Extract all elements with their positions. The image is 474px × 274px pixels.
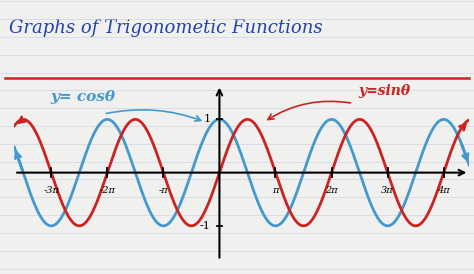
Text: y= cosθ: y= cosθ — [50, 90, 115, 104]
Text: π: π — [272, 186, 279, 195]
Text: 3π: 3π — [381, 186, 394, 195]
Text: Graphs of Trigonometic Functions: Graphs of Trigonometic Functions — [9, 19, 323, 37]
Text: 2π: 2π — [325, 186, 338, 195]
Text: 1: 1 — [203, 114, 210, 124]
Text: -3π: -3π — [43, 186, 59, 195]
Text: -1: -1 — [200, 221, 210, 231]
Text: -2π: -2π — [100, 186, 115, 195]
Text: y=sinθ: y=sinθ — [359, 84, 411, 98]
Text: 4π: 4π — [438, 186, 450, 195]
Text: -π: -π — [159, 186, 168, 195]
